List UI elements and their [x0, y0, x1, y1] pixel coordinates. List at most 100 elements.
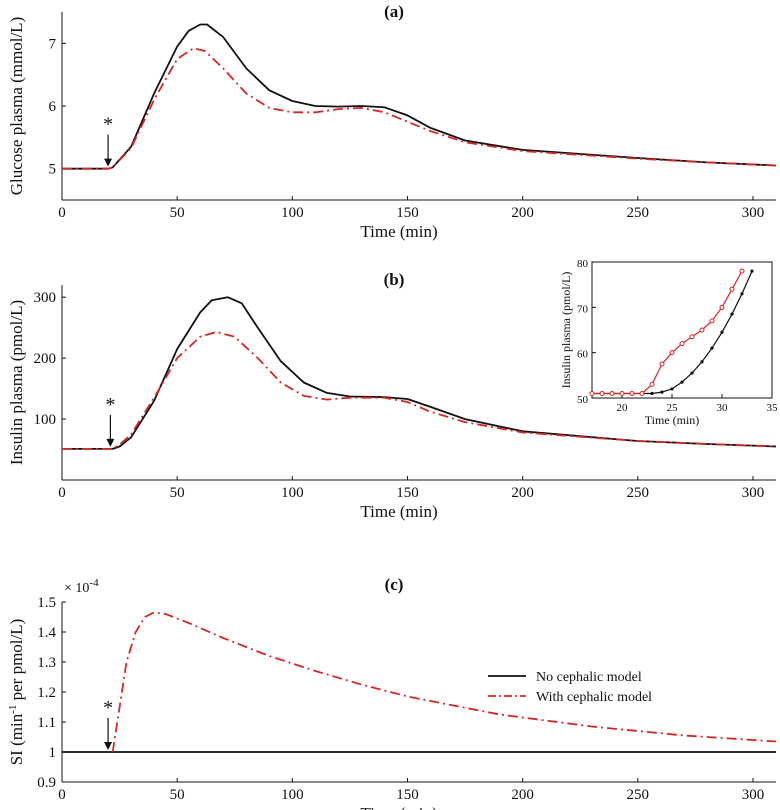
data-point: [700, 360, 704, 364]
data-point: [729, 286, 735, 292]
x-tick-label: 100: [281, 787, 304, 803]
x-axis-label: Time (min): [645, 413, 700, 427]
x-tick-label: 20: [617, 402, 629, 414]
y-tick-label: 1: [49, 745, 57, 761]
data-point: [740, 292, 744, 296]
annotation-arrowhead: [106, 438, 115, 447]
annotation-arrowhead: [104, 742, 113, 750]
legend-label: No cephalic model: [536, 670, 642, 685]
x-tick-label: 30: [717, 402, 729, 414]
data-point: [689, 334, 695, 340]
data-point: [669, 350, 675, 356]
chart-panel-4: 0 50 100 150 200 250 300 0.9 1 1.1 1.2 1.3 1.4 1.5 Tim…: [7, 575, 777, 810]
panel-title: (b): [384, 270, 405, 289]
data-point: [720, 330, 724, 334]
series-line-2: [592, 270, 743, 395]
chart-panel-3: 20 25 30 35 50 60 70 80 Time (min) Insulin plasma…: [559, 258, 778, 427]
data-point: [609, 390, 615, 396]
series-line-2: [111, 611, 777, 753]
x-tick-label: 0: [58, 205, 66, 221]
x-tick-label: 150: [396, 485, 419, 501]
y-tick-label: 300: [34, 290, 57, 306]
y-axis-label: SI (min-1 per pmol/L): [7, 619, 26, 766]
series-line-1: [62, 296, 777, 450]
x-tick-label: 0: [58, 485, 66, 501]
x-tick-label: 300: [742, 205, 765, 221]
data-point: [719, 304, 725, 310]
x-tick-label: 300: [742, 485, 765, 501]
x-tick-label: 50: [170, 485, 185, 501]
annotation-asterisk: *: [103, 114, 113, 136]
x-tick-label: 25: [667, 402, 679, 414]
x-tick-label: 250: [627, 787, 650, 803]
x-tick-label: 200: [511, 787, 534, 803]
panel-title: (c): [385, 575, 404, 594]
y-tick-label: 70: [577, 303, 589, 315]
x-tick-label: 200: [511, 205, 534, 221]
data-point: [750, 269, 754, 273]
x-tick-label: 150: [396, 787, 419, 803]
y-tick-label: 7: [49, 36, 57, 52]
legend-label: With cephalic model: [536, 690, 652, 705]
chart-panel-2: 0 50 100 150 200 250 300 100 200 300 Time (min) Ins…: [7, 270, 777, 521]
y-tick-label: 80: [577, 258, 589, 270]
panel-title: (a): [384, 2, 404, 21]
data-point: [629, 390, 635, 396]
series-line-2: [62, 331, 777, 450]
y-tick-label: 200: [34, 351, 57, 367]
x-axis-label: Time (min): [360, 804, 437, 810]
annotation-asterisk: *: [103, 697, 113, 719]
x-axis-label: Time (min): [360, 502, 437, 521]
annotation-asterisk: *: [105, 394, 115, 416]
y-tick-label: 60: [577, 349, 589, 361]
data-point: [710, 346, 714, 350]
y-axis-label: Insulin plasma (pmol/L): [559, 272, 573, 389]
data-point: [639, 390, 645, 396]
y-tick-label: 0.9: [37, 775, 56, 791]
y-tick-label: 1.3: [37, 655, 56, 671]
y-tick-label: 1.4: [37, 625, 56, 641]
data-point: [619, 390, 625, 396]
x-tick-label: 200: [511, 485, 534, 501]
data-point: [699, 327, 705, 333]
data-point: [690, 371, 694, 375]
data-point: [659, 361, 665, 367]
x-axis-label: Time (min): [360, 222, 437, 241]
y-tick-label: 1.5: [37, 595, 56, 611]
data-point: [739, 268, 745, 274]
y-tick-label: 5: [49, 162, 57, 178]
data-point: [730, 312, 734, 316]
y-tick-label: 1.1: [37, 715, 56, 731]
y-tick-label: 100: [34, 412, 57, 428]
data-point: [680, 380, 684, 384]
x-tick-label: 300: [742, 787, 765, 803]
data-point: [589, 390, 595, 396]
x-tick-label: 250: [627, 485, 650, 501]
series-line-1: [62, 23, 777, 170]
data-point: [649, 381, 655, 387]
x-tick-label: 35: [767, 402, 779, 414]
data-point: [599, 390, 605, 396]
series-line-2: [62, 47, 777, 170]
x-tick-label: 100: [281, 485, 304, 501]
y-axis-label: Insulin plasma (pmol/L): [7, 300, 26, 465]
x-tick-label: 100: [281, 205, 304, 221]
y-axis-label: Glucose plasma (mmol/L): [7, 17, 26, 195]
data-point: [679, 341, 685, 347]
chart-panel-1: 0 50 100 150 200 250 300 5 6 7 Time (min) Glucose p…: [7, 2, 777, 241]
x-tick-label: 250: [627, 205, 650, 221]
data-point: [650, 391, 654, 396]
x-tick-label: 0: [58, 787, 66, 803]
data-point: [660, 390, 664, 394]
x-tick-label: 50: [170, 205, 185, 221]
inset-frame: [591, 261, 773, 399]
y-tick-label: 50: [577, 394, 589, 406]
annotation-arrowhead: [104, 158, 113, 167]
y-tick-label: 1.2: [37, 685, 56, 701]
y-tick-label: 6: [49, 99, 57, 115]
data-point: [670, 387, 674, 391]
scale-factor: × 10-4: [64, 577, 99, 596]
data-point: [709, 318, 715, 324]
x-tick-label: 50: [170, 787, 185, 803]
